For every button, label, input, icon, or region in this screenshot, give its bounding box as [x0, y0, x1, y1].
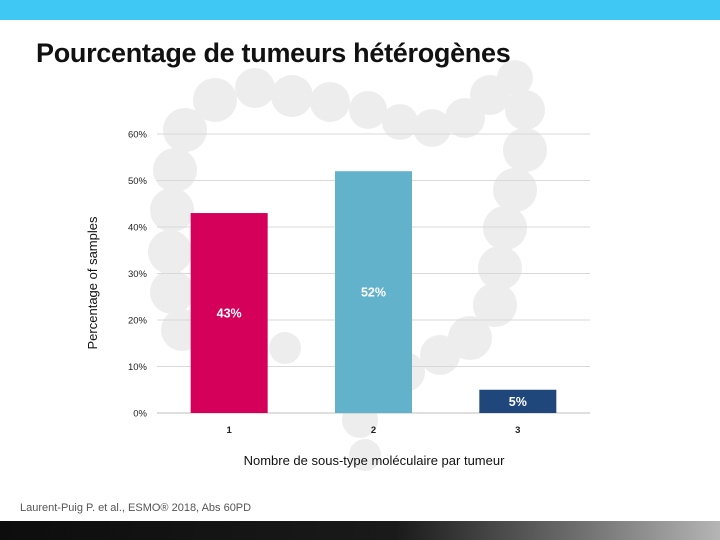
bar-2 [335, 171, 412, 413]
x-tick-label: 1 [227, 425, 233, 436]
data-label: 52% [361, 286, 386, 300]
x-axis-title: Nombre de sous-type moléculaire par tume… [244, 453, 506, 468]
y-tick-label: 40% [128, 223, 148, 234]
bar-1 [190, 213, 268, 413]
footer-band [0, 521, 720, 540]
bar-3 [479, 389, 557, 413]
y-tick-label: 60% [128, 130, 148, 141]
colon-watermark-icon [148, 60, 547, 471]
slide-title: Pourcentage de tumeurs hétérogènes [36, 38, 511, 68]
citation: Laurent-Puig P. et al., ESMO® 2018, Abs … [20, 502, 252, 514]
data-label: 43% [217, 307, 242, 321]
y-tick-label: 50% [128, 176, 148, 187]
x-tick-label: 2 [371, 425, 376, 436]
y-tick-label: 0% [133, 409, 147, 420]
y-tick-label: 30% [128, 269, 148, 280]
y-tick-label: 20% [128, 316, 148, 327]
x-tick-label: 3 [515, 425, 520, 436]
top-accent-bar [0, 0, 720, 20]
y-tick-label: 10% [128, 362, 148, 373]
y-axis-title: Percentage of samples [85, 216, 100, 349]
data-label: 5% [509, 395, 527, 409]
